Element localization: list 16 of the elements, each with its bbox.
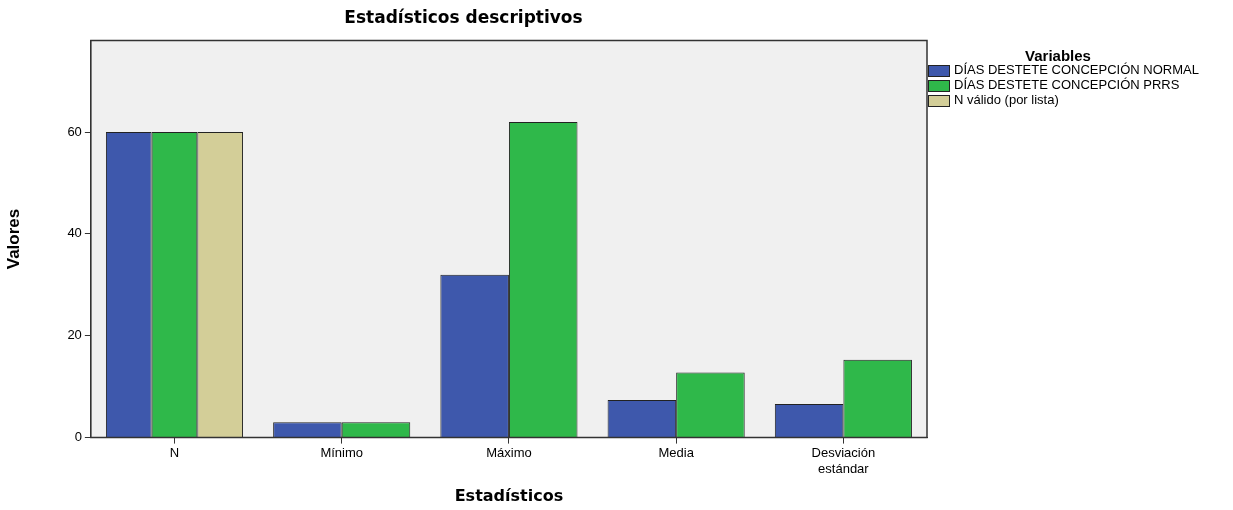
legend-label: N válido (por lista) <box>954 92 1060 107</box>
x-tick-label: Máximo <box>486 444 532 460</box>
x-tick-label: Desviación estándar <box>811 444 876 476</box>
x-tick-label: N <box>169 444 180 460</box>
y-tick-label: 60 <box>67 123 82 139</box>
y-axis-title: Valores <box>3 208 23 270</box>
legend-label: DÍAS DESTETE CONCEPCIÓN PRRS <box>954 77 1181 92</box>
y-tick-label: 40 <box>67 225 82 241</box>
x-axis-title: Estadísticos <box>454 485 564 505</box>
y-tick-label: 0 <box>74 429 82 445</box>
legend-label: DÍAS DESTETE CONCEPCIÓN NORMAL <box>954 62 1200 77</box>
x-tick-label: Media <box>658 444 695 460</box>
y-tick-label: 20 <box>67 327 82 343</box>
legend-title: Variables <box>1024 47 1091 64</box>
chart-title: Estadísticos descriptivos <box>344 6 583 27</box>
x-tick-label: Mínimo <box>320 444 364 460</box>
